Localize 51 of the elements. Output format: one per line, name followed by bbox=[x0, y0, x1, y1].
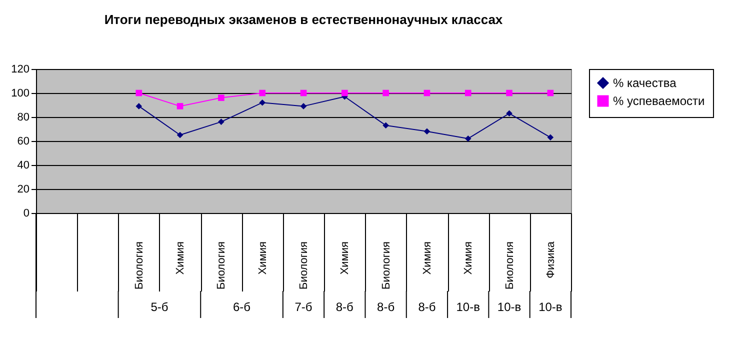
point bbox=[547, 90, 554, 96]
x-tick-label: Биология bbox=[380, 241, 392, 290]
text: 6-б bbox=[232, 300, 251, 314]
text: 10-в bbox=[497, 300, 522, 314]
text: 7-б bbox=[294, 300, 312, 314]
point bbox=[547, 134, 554, 141]
point bbox=[176, 132, 184, 138]
text: 8-б bbox=[336, 300, 354, 314]
y-tick-label: 20 bbox=[17, 184, 30, 196]
point bbox=[300, 90, 307, 96]
y-tick-label: 100 bbox=[11, 88, 30, 100]
x-tick-label: Химия bbox=[462, 241, 475, 275]
y-tick-label: 0 bbox=[23, 208, 30, 220]
y-tick-label: 120 bbox=[11, 64, 30, 76]
x-tick-label: Физика bbox=[544, 240, 557, 278]
point bbox=[424, 90, 430, 96]
text: 10-в bbox=[456, 300, 480, 314]
legend-label: % качества bbox=[613, 76, 677, 90]
point bbox=[464, 135, 472, 142]
text: 8-б bbox=[418, 300, 436, 314]
y-tick-label: 40 bbox=[17, 160, 30, 172]
x-tick-label: Химия bbox=[256, 241, 269, 275]
text: 8-б bbox=[377, 300, 395, 314]
point bbox=[218, 94, 224, 101]
point bbox=[506, 110, 512, 117]
point bbox=[382, 122, 389, 129]
point bbox=[300, 103, 307, 110]
point bbox=[176, 103, 184, 110]
x-tick-label: Биология bbox=[298, 241, 310, 290]
text: 10-в bbox=[538, 300, 562, 314]
point bbox=[341, 90, 348, 96]
point bbox=[464, 90, 472, 96]
x-tick-label: Биология bbox=[216, 241, 228, 290]
point bbox=[259, 99, 266, 106]
legend-label: % успеваемости bbox=[613, 94, 705, 108]
point bbox=[382, 90, 389, 96]
chart-title: Итоги переводных экзаменов в естественнонаучных классах bbox=[104, 12, 504, 27]
point bbox=[424, 128, 430, 135]
y-tick-label: 60 bbox=[17, 136, 30, 148]
point bbox=[506, 90, 512, 96]
x-tick-label: Биология bbox=[133, 241, 146, 290]
y-tick-label: 80 bbox=[17, 112, 30, 124]
text: 5-б bbox=[150, 300, 168, 314]
x-tick-label: Химия bbox=[421, 241, 434, 275]
point bbox=[136, 90, 142, 96]
x-tick-label: Химия bbox=[174, 241, 187, 275]
point bbox=[259, 90, 266, 96]
point bbox=[218, 118, 224, 125]
x-tick-label: Химия bbox=[339, 241, 352, 275]
x-tick-label: Биология bbox=[504, 241, 516, 290]
point bbox=[136, 103, 142, 110]
